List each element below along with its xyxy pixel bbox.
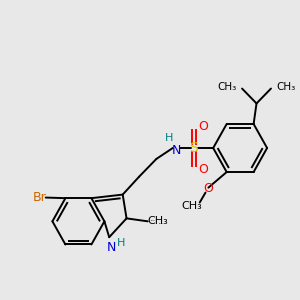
- Text: H: H: [117, 238, 125, 248]
- Text: H: H: [165, 133, 173, 143]
- Text: N: N: [106, 241, 116, 254]
- Text: CH₃: CH₃: [277, 82, 296, 92]
- Text: methyl: methyl: [159, 223, 164, 224]
- Text: N: N: [172, 143, 181, 157]
- Text: Br: Br: [33, 191, 47, 204]
- Text: methyl: methyl: [151, 220, 155, 221]
- Text: S: S: [190, 141, 198, 155]
- Text: CH₃: CH₃: [217, 82, 236, 92]
- Text: O: O: [199, 120, 208, 133]
- Text: O: O: [203, 182, 213, 195]
- Text: O: O: [199, 163, 208, 176]
- Text: CH₃: CH₃: [182, 202, 203, 212]
- Text: CH₃: CH₃: [147, 216, 168, 226]
